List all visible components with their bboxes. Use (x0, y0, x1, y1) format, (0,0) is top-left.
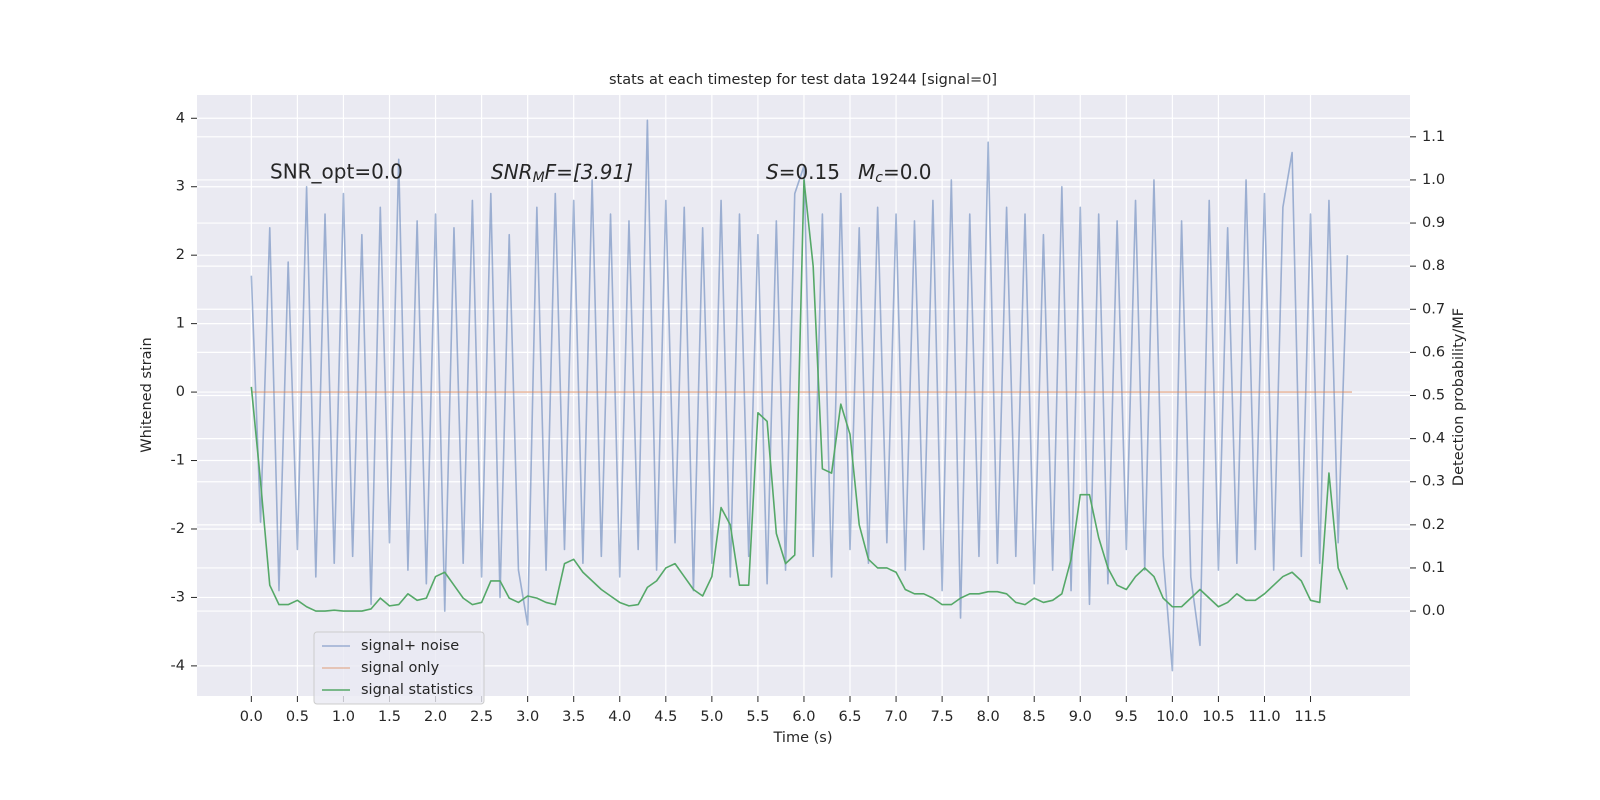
y2-tick-label: 0.2 (1422, 517, 1445, 533)
annotation: Mc=0.0 (858, 160, 932, 187)
y-tick-label: 2 (176, 247, 185, 263)
annotation-part: SNR (491, 160, 533, 184)
y2-axis-label: Detection probability/MF (1451, 308, 1467, 486)
y2-tick-label: 0.7 (1422, 301, 1445, 317)
legend-label: signal+ noise (361, 638, 459, 654)
annotation-part: M (533, 170, 545, 186)
y-tick-label: -2 (171, 521, 185, 537)
y-tick-label: 4 (176, 110, 185, 126)
x-tick-label: 7.5 (931, 709, 954, 725)
series-line (250, 179, 1349, 612)
x-tick-label: 3.0 (516, 709, 539, 725)
y2-tick-label: 0.1 (1422, 560, 1445, 576)
x-tick-label: 1.5 (378, 709, 401, 725)
annotation-part: F=[3.91] (545, 160, 633, 184)
x-tick-label: 4.0 (608, 709, 631, 725)
x-tick-label: 10.0 (1156, 709, 1188, 725)
y-tick-label: -1 (171, 453, 185, 469)
annotation: S=0.15 (766, 160, 840, 184)
annotation-part: =0.15 (779, 160, 840, 184)
y-tick-label: 1 (176, 316, 185, 332)
x-tick-label: 6.5 (838, 709, 861, 725)
x-tick-label: 8.0 (977, 709, 1000, 725)
x-tick-label: 10.5 (1202, 709, 1234, 725)
x-tick-label: 1.0 (332, 709, 355, 725)
x-axis-label: Time (s) (773, 730, 833, 746)
y2-tick-label: 1.1 (1422, 129, 1445, 145)
x-tick-label: 9.5 (1115, 709, 1138, 725)
x-tick-label: 7.0 (885, 709, 908, 725)
y2-tick-label: 1.0 (1422, 172, 1445, 188)
y2-tick-label: 0.3 (1422, 474, 1445, 490)
x-tick-label: 4.5 (654, 709, 677, 725)
y2-tick-label: 0.4 (1422, 431, 1445, 447)
x-tick-label: 6.0 (792, 709, 815, 725)
y-axis-label: Whitened strain (139, 337, 155, 452)
y2-tick-label: 0.9 (1422, 215, 1445, 231)
x-tick-label: 2.0 (424, 709, 447, 725)
legend-box (313, 631, 485, 705)
series-line (250, 119, 1349, 672)
annotation: SNRMF=[3.91] (491, 160, 633, 187)
x-tick-label: 3.5 (562, 709, 585, 725)
y2-tick-label: 0.5 (1422, 388, 1445, 404)
legend-label: signal statistics (361, 682, 473, 698)
y-tick-label: 0 (176, 384, 185, 400)
x-tick-label: 9.0 (1069, 709, 1092, 725)
annotation-part: =0.0 (883, 160, 932, 184)
annotation-part: c (875, 170, 883, 186)
y2-tick-label: 0.0 (1422, 603, 1445, 619)
y-tick-label: -3 (171, 589, 185, 605)
chart-title: stats at each timestep for test data 192… (609, 72, 997, 88)
x-tick-label: 5.0 (700, 709, 723, 725)
x-tick-label: 11.5 (1294, 709, 1326, 725)
x-tick-label: 0.5 (286, 709, 309, 725)
x-tick-label: 0.0 (240, 709, 263, 725)
y-tick-label: -4 (171, 658, 185, 674)
y-tick-label: 3 (176, 179, 185, 195)
annotation-part: S (766, 160, 779, 184)
x-tick-label: 8.5 (1023, 709, 1046, 725)
annotation-part: M (858, 160, 875, 184)
x-tick-label: 11.0 (1248, 709, 1280, 725)
annotation: SNR_opt=0.0 (270, 160, 403, 184)
y2-tick-label: 0.6 (1422, 344, 1445, 360)
x-tick-label: 5.5 (746, 709, 769, 725)
x-tick-label: 2.5 (470, 709, 493, 725)
y2-tick-label: 0.8 (1422, 258, 1445, 274)
legend-label: signal only (361, 660, 440, 676)
